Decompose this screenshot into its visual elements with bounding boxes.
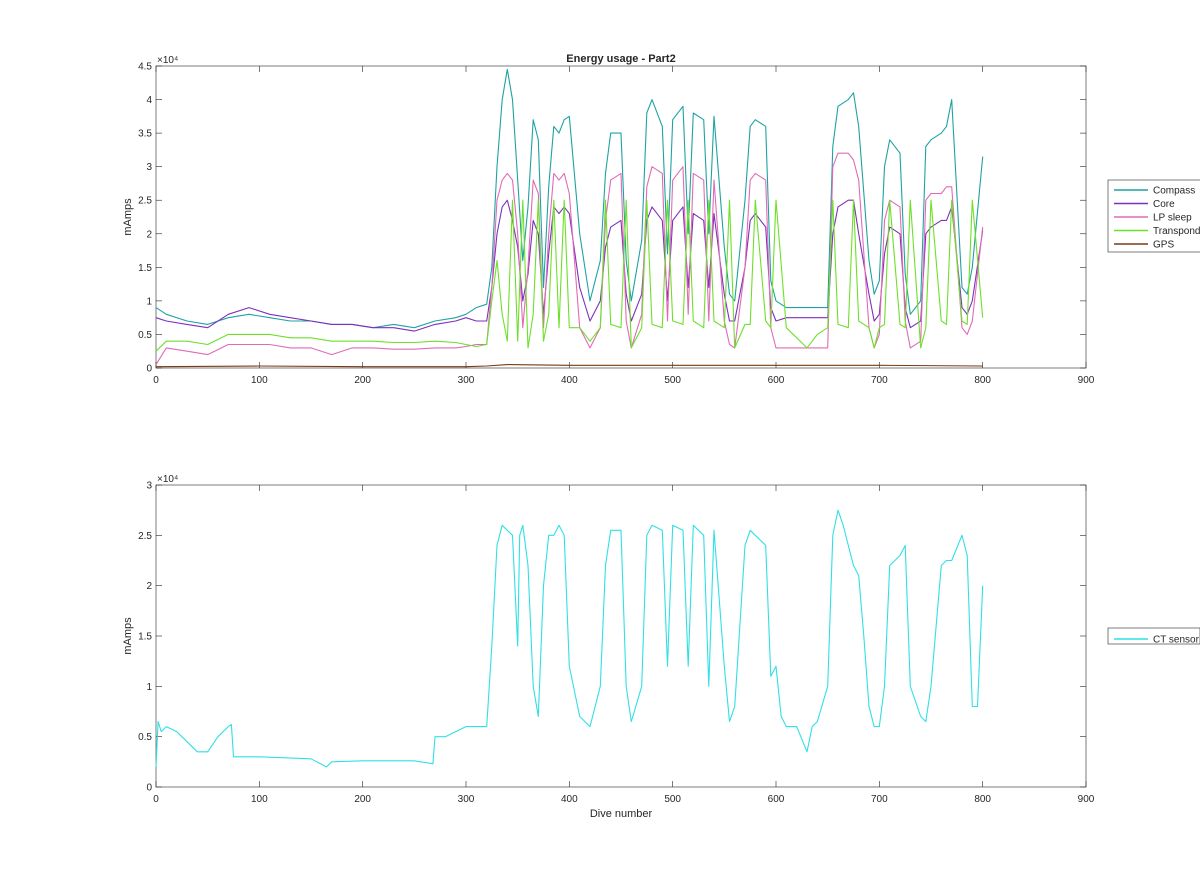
y-tick-label: 1.5 [138,632,152,643]
x-tick-label: 800 [974,794,991,805]
axes-top-ticks: 0 100 200 300 400 500 600 700 800 900 0 0.5 1 1.5 2 2.5… [138,62,1095,387]
y-axis-label-bottom: mAmps [122,617,134,655]
legend-top-box [1107,179,1200,253]
y-tick-label: 2 [146,229,152,240]
y-tick-label: 0 [146,364,152,375]
x-tick-label: 100 [251,375,268,386]
y-tick-label: 2.5 [138,196,152,207]
legend-label-ct-sensor: CT sensor [1153,635,1200,646]
series-line-transponder [155,199,984,352]
series-line-compass [155,68,984,329]
legend-label-transponder: Transponder [1153,226,1200,237]
x-axis-label: Dive number [590,808,653,820]
x-tick-label: 300 [458,794,475,805]
x-tick-label: 300 [458,375,475,386]
x-tick-label: 700 [871,794,888,805]
legend-top: Compass Core LP sleep Transponder GPS [1107,179,1200,253]
series-line-ct-sensor [155,509,984,768]
y-tick-label: 2.5 [138,531,152,542]
x-tick-label: 400 [561,794,578,805]
chart-title: Energy usage - Part2 [566,53,675,65]
y-tick-label: 1.5 [138,263,152,274]
axes-bottom-ticks: 0 100 200 300 400 500 600 700 800 900 0 0.5 1 1.5 2 2.5… [138,481,1095,806]
x-tick-label: 200 [354,794,371,805]
legend-label-gps: GPS [1153,240,1174,251]
legend-label-core: Core [1153,199,1175,210]
x-tick-label: 900 [1078,375,1095,386]
axes-top: 0 100 200 300 400 500 600 700 800 900 0 0.5 1 1.5 2 2.5… [122,53,1200,386]
axes-bottom-plot-area [155,509,984,768]
y-tick-label: 1 [146,296,152,307]
y-exponent-label: ×10⁴ [157,55,178,66]
y-tick-label: 3 [146,481,152,492]
x-tick-label: 400 [561,375,578,386]
y-tick-label: 0 [146,783,152,794]
y-tick-label: 1 [146,682,152,693]
y-tick-label: 4.5 [138,62,152,73]
y-tick-label: 3.5 [138,129,152,140]
y-tick-label: 0.5 [138,330,152,341]
y-tick-label: 3 [146,162,152,173]
y-axis-label: mAmps [122,198,134,236]
legend-label-compass: Compass [1153,186,1195,197]
x-tick-label: 0 [153,794,159,805]
x-tick-label: 700 [871,375,888,386]
y-tick-label: 2 [146,581,152,592]
x-tick-label: 800 [974,375,991,386]
series-line-core [155,199,984,332]
y-tick-label: 4 [146,95,152,106]
series-line-lp-sleep [155,152,984,365]
series-line-gps [155,364,983,368]
x-tick-label: 100 [251,794,268,805]
x-tick-label: 900 [1078,794,1095,805]
legend-bottom-box [1107,627,1200,645]
x-tick-label: 200 [354,375,371,386]
x-tick-label: 600 [768,794,785,805]
y-tick-label: 0.5 [138,732,152,743]
x-tick-label: 600 [768,375,785,386]
axes-top-plot-area [155,68,984,368]
x-tick-label: 500 [664,375,681,386]
y-exponent-label-bottom: ×10⁴ [157,474,178,485]
x-tick-label: 0 [153,375,159,386]
axes-bottom: 0 100 200 300 400 500 600 700 800 900 0 0.5 1 1.5 2 2.5… [122,474,1200,820]
legend-bottom: CT sensor [1107,627,1200,646]
x-tick-label: 500 [664,794,681,805]
legend-label-lp-sleep: LP sleep [1153,213,1192,224]
